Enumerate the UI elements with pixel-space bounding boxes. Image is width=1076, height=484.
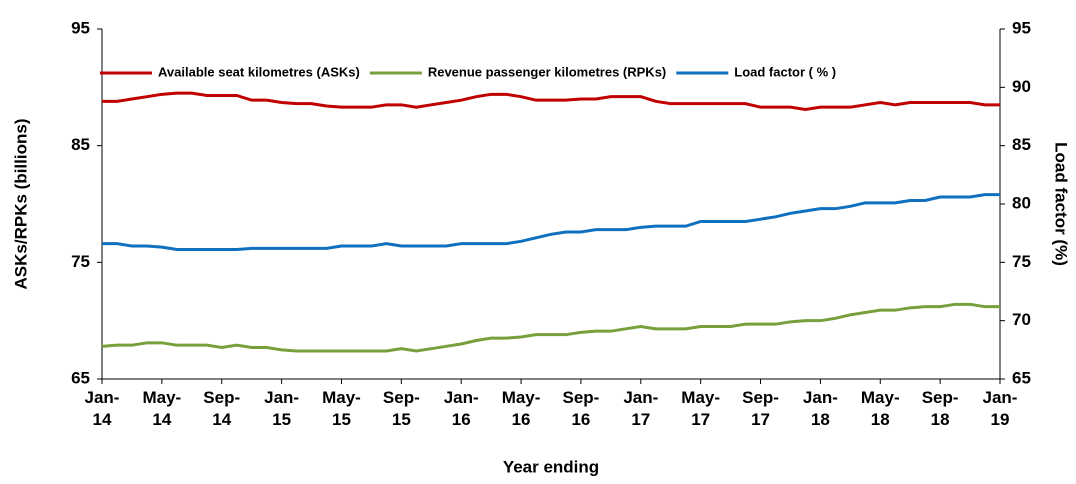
x-tick-label-line: 14 (212, 410, 231, 429)
x-tick-label: Sep- 15 (383, 388, 420, 429)
y-tick-label: 95 (71, 18, 90, 37)
x-tick-label-line: 17 (751, 410, 770, 429)
x-tick-label: May- 14 (142, 388, 181, 429)
y2-axis-title: Load factor (%) (1052, 142, 1071, 266)
x-tick-label-line: 16 (452, 410, 471, 429)
x-tick-label-line: 17 (631, 410, 650, 429)
x-tick-label: Jan- 16 (444, 388, 479, 429)
x-tick-label-line: Sep- (203, 388, 240, 407)
y-tick-label: 65 (71, 368, 90, 387)
x-tick-label: Sep- 17 (742, 388, 779, 429)
series-line (102, 193, 1000, 251)
x-tick-label-line: May- (142, 388, 181, 407)
legend-label: Revenue passenger kilometres (RPKs) (428, 64, 666, 79)
y2-tick-label: 65 (1012, 368, 1031, 387)
x-tick-label-line: 15 (332, 410, 351, 429)
x-tick-label: Jan- 14 (85, 388, 120, 429)
x-tick-label-line: May- (322, 388, 361, 407)
series-line (102, 91, 1000, 112)
x-tick-label: Jan- 15 (264, 388, 299, 429)
x-tick-label-line: May- (861, 388, 900, 407)
x-tick-label-line: Sep- (383, 388, 420, 407)
x-tick-label-line: 18 (871, 410, 890, 429)
legend-label: Available seat kilometres (ASKs) (158, 64, 360, 79)
y-tick-label: 85 (71, 135, 90, 154)
x-tick-label-line: Sep- (922, 388, 959, 407)
y2-tick-label: 70 (1012, 310, 1031, 329)
x-axis-title: Year ending (503, 457, 599, 476)
x-tick-label: May- 17 (681, 388, 720, 429)
x-tick-label: Jan- 18 (803, 388, 838, 429)
x-tick-label-line: May- (502, 388, 541, 407)
x-tick-label-line: Jan- (264, 388, 299, 407)
x-tick-label: May- 18 (861, 388, 900, 429)
y-tick-label: 75 (71, 252, 90, 271)
y2-tick-label: 90 (1012, 77, 1031, 96)
x-tick-label-line: 18 (811, 410, 830, 429)
y2-tick-label: 75 (1012, 252, 1031, 271)
y2-tick-label: 85 (1012, 135, 1031, 154)
x-tick-label: Sep- 16 (563, 388, 600, 429)
x-tick-label-line: Jan- (85, 388, 120, 407)
x-tick-label-line: 15 (272, 410, 291, 429)
x-tick-label-line: Jan- (983, 388, 1018, 407)
x-tick-label: May- 15 (322, 388, 361, 429)
x-tick-label: Sep- 14 (203, 388, 240, 429)
x-tick-label-line: Sep- (563, 388, 600, 407)
x-tick-label-line: Jan- (444, 388, 479, 407)
y-axis-title: ASKs/RPKs (billions) (11, 119, 30, 290)
x-tick-label: Jan- 17 (623, 388, 658, 429)
x-tick-label-line: 19 (991, 410, 1010, 429)
x-tick-label-line: Jan- (623, 388, 658, 407)
x-tick-label-line: May- (681, 388, 720, 407)
x-tick-label: Sep- 18 (922, 388, 959, 429)
x-tick-label-line: 18 (931, 410, 950, 429)
x-tick-label-line: Jan- (803, 388, 838, 407)
y2-tick-label: 95 (1012, 18, 1031, 37)
x-tick-label-line: 15 (392, 410, 411, 429)
x-tick-label: Jan- 19 (983, 388, 1018, 429)
x-tick-label-line: 17 (691, 410, 710, 429)
legend-label: Load factor ( % ) (734, 64, 836, 79)
x-tick-label-line: 16 (512, 410, 531, 429)
x-tick-label-line: Sep- (742, 388, 779, 407)
x-tick-label-line: 14 (152, 410, 171, 429)
x-tick-label-line: 16 (571, 410, 590, 429)
series-line (101, 302, 1000, 353)
x-tick-label: May- 16 (502, 388, 541, 429)
x-tick-label-line: 14 (93, 410, 112, 429)
y2-tick-label: 80 (1012, 193, 1031, 212)
